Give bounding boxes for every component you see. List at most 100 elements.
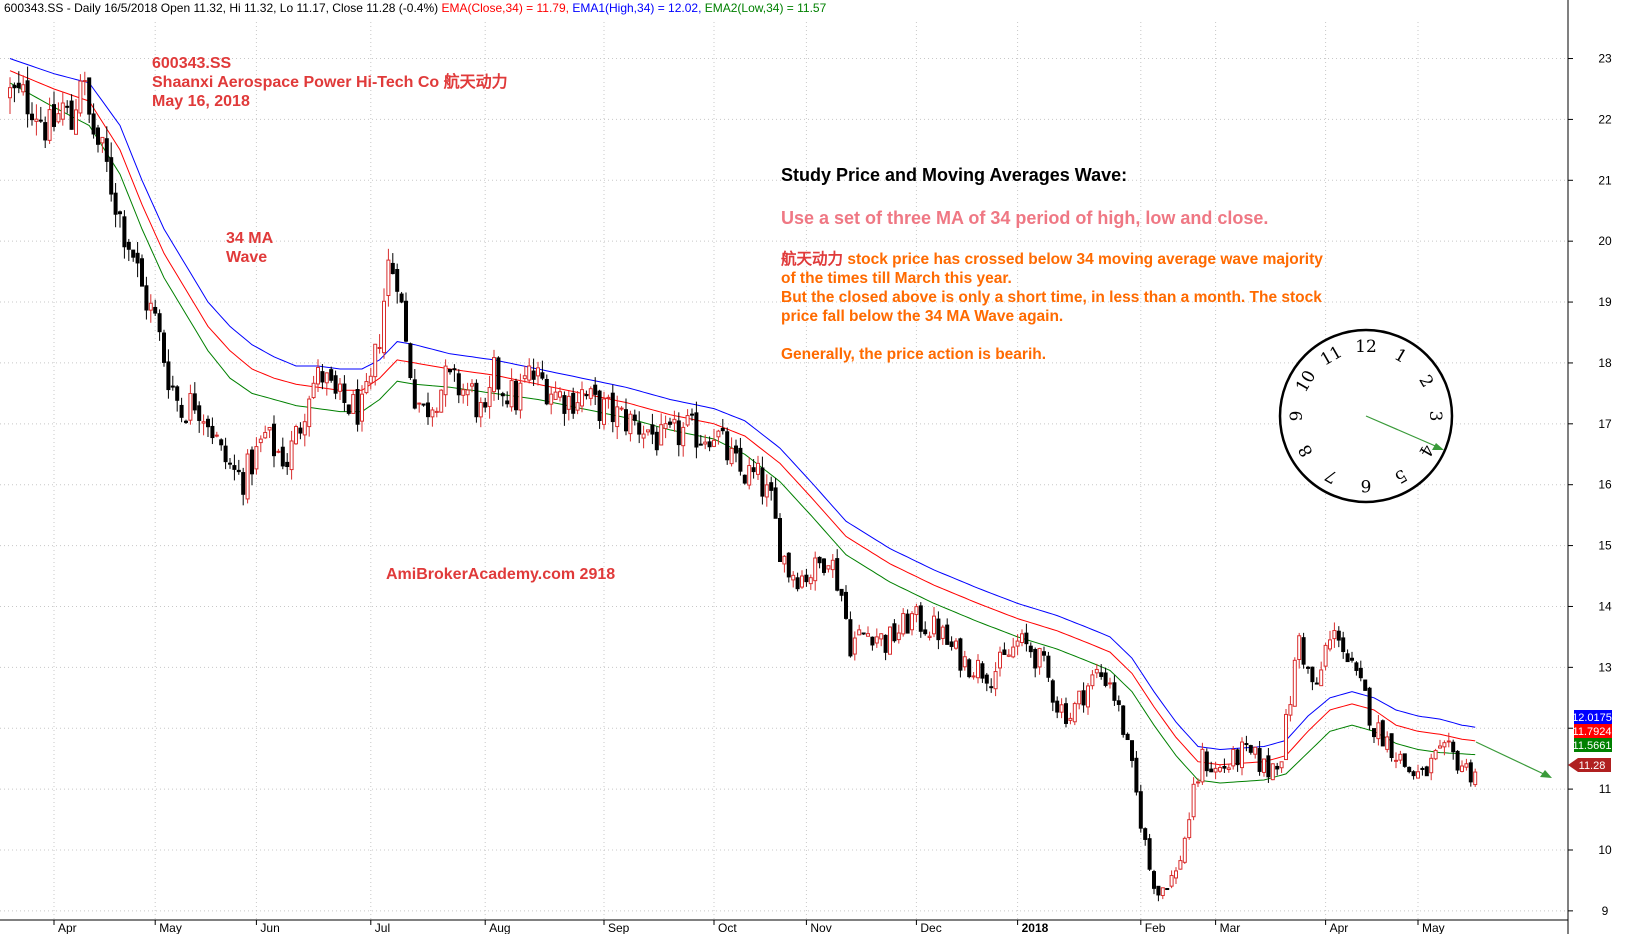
candle-body [835, 558, 840, 591]
candle-body [1314, 682, 1319, 685]
candle-body [109, 157, 114, 195]
candle-body [1072, 703, 1077, 723]
candle-body [1411, 771, 1416, 777]
candle-body [1284, 713, 1288, 761]
study-body: 航天动力 stock price has crossed below 34 mo… [781, 250, 1323, 364]
candle-body [126, 241, 131, 250]
candle-body [958, 638, 963, 671]
candle-body [553, 391, 558, 400]
candle-body [637, 422, 642, 435]
candle-body [1380, 720, 1385, 747]
candle-body [214, 434, 219, 437]
candle-body [544, 378, 549, 405]
value-tag [1574, 710, 1612, 724]
candle-body [1094, 668, 1099, 674]
candle-body [1420, 767, 1425, 770]
y-tick-label: 22 [1598, 112, 1612, 126]
candle-body [729, 447, 734, 465]
candle-body [1165, 888, 1170, 891]
candle-body [1046, 655, 1051, 678]
candle-body [412, 379, 417, 409]
candle-body [316, 366, 320, 385]
candle-body [276, 450, 281, 453]
candle-body [232, 465, 237, 470]
candle-body [465, 389, 470, 396]
candle-body [430, 409, 435, 418]
candle-body [514, 380, 518, 411]
candle-body [21, 84, 26, 93]
candle-body [1244, 743, 1249, 746]
candle-body [615, 406, 620, 428]
candle-body [883, 634, 888, 653]
candle-body [1367, 687, 1372, 726]
candle-body [8, 87, 12, 99]
candle-body [245, 453, 250, 500]
candle-body [588, 388, 593, 399]
candle-body [87, 77, 92, 115]
candle-body [1121, 705, 1126, 735]
candle-body [206, 418, 210, 428]
candle-body [905, 613, 910, 634]
candle-body [861, 632, 866, 635]
candle-body [610, 392, 615, 423]
candle-body [1275, 765, 1280, 770]
candle-body [742, 474, 747, 484]
candle-body [786, 552, 791, 578]
candle-body [56, 113, 61, 123]
y-tick-label: 14 [1598, 599, 1612, 613]
candle-body [1143, 828, 1148, 840]
candle-body [43, 122, 48, 141]
study-line-4: price fall below the 34 MA Wave again. [781, 308, 1064, 325]
candle-body [756, 462, 760, 475]
candle-body [505, 400, 510, 405]
candle-body [272, 423, 276, 457]
candle-body [962, 656, 967, 668]
candle-body [456, 373, 461, 396]
study-line-5: Generally, the price action is bearih. [781, 346, 1047, 363]
candle-body [1460, 765, 1464, 772]
candle-body [989, 686, 994, 689]
candle-body [1341, 637, 1346, 653]
value-tag-label: 11.5661 [1573, 740, 1612, 752]
x-tick-label: Feb [1145, 921, 1166, 934]
candle-body [1416, 771, 1420, 779]
candle-body [685, 415, 690, 426]
candle-body [223, 445, 228, 463]
candle-body [131, 249, 136, 258]
candle-body [1231, 748, 1236, 767]
candle-body [1213, 767, 1218, 773]
candle-body [1222, 765, 1227, 769]
candle-body [1376, 722, 1381, 740]
x-tick-label: Apr [58, 921, 77, 934]
candle-body [632, 414, 637, 421]
candle-body [1240, 741, 1244, 769]
candle-body [188, 393, 193, 421]
candle-body [940, 626, 945, 639]
candle-body [967, 659, 972, 678]
trend-arrow [1475, 741, 1549, 777]
candle-body [1319, 669, 1324, 687]
clock-hand-head [1432, 443, 1444, 450]
candle-body [1081, 690, 1086, 706]
candle-body [725, 431, 730, 461]
study-zh-name: 航天动力 [781, 251, 844, 268]
candle-body [866, 633, 870, 637]
candle-body [360, 393, 364, 422]
candle-body [1187, 819, 1192, 839]
candle-body [483, 402, 488, 408]
candle-body [179, 404, 184, 418]
candle-body [320, 371, 325, 383]
candle-body [192, 393, 197, 411]
candle-body [1270, 763, 1275, 781]
candle-body [879, 633, 884, 640]
candle-body [1248, 745, 1253, 753]
candle-body [157, 313, 162, 333]
clock-numeral: 6 [1361, 475, 1372, 495]
candle-body [1112, 682, 1117, 701]
candle-body [333, 375, 338, 394]
candle-body [602, 398, 606, 425]
candle-body [390, 262, 395, 275]
candle-body [698, 443, 703, 446]
candle-body [659, 424, 664, 446]
candle-body [1394, 759, 1398, 762]
